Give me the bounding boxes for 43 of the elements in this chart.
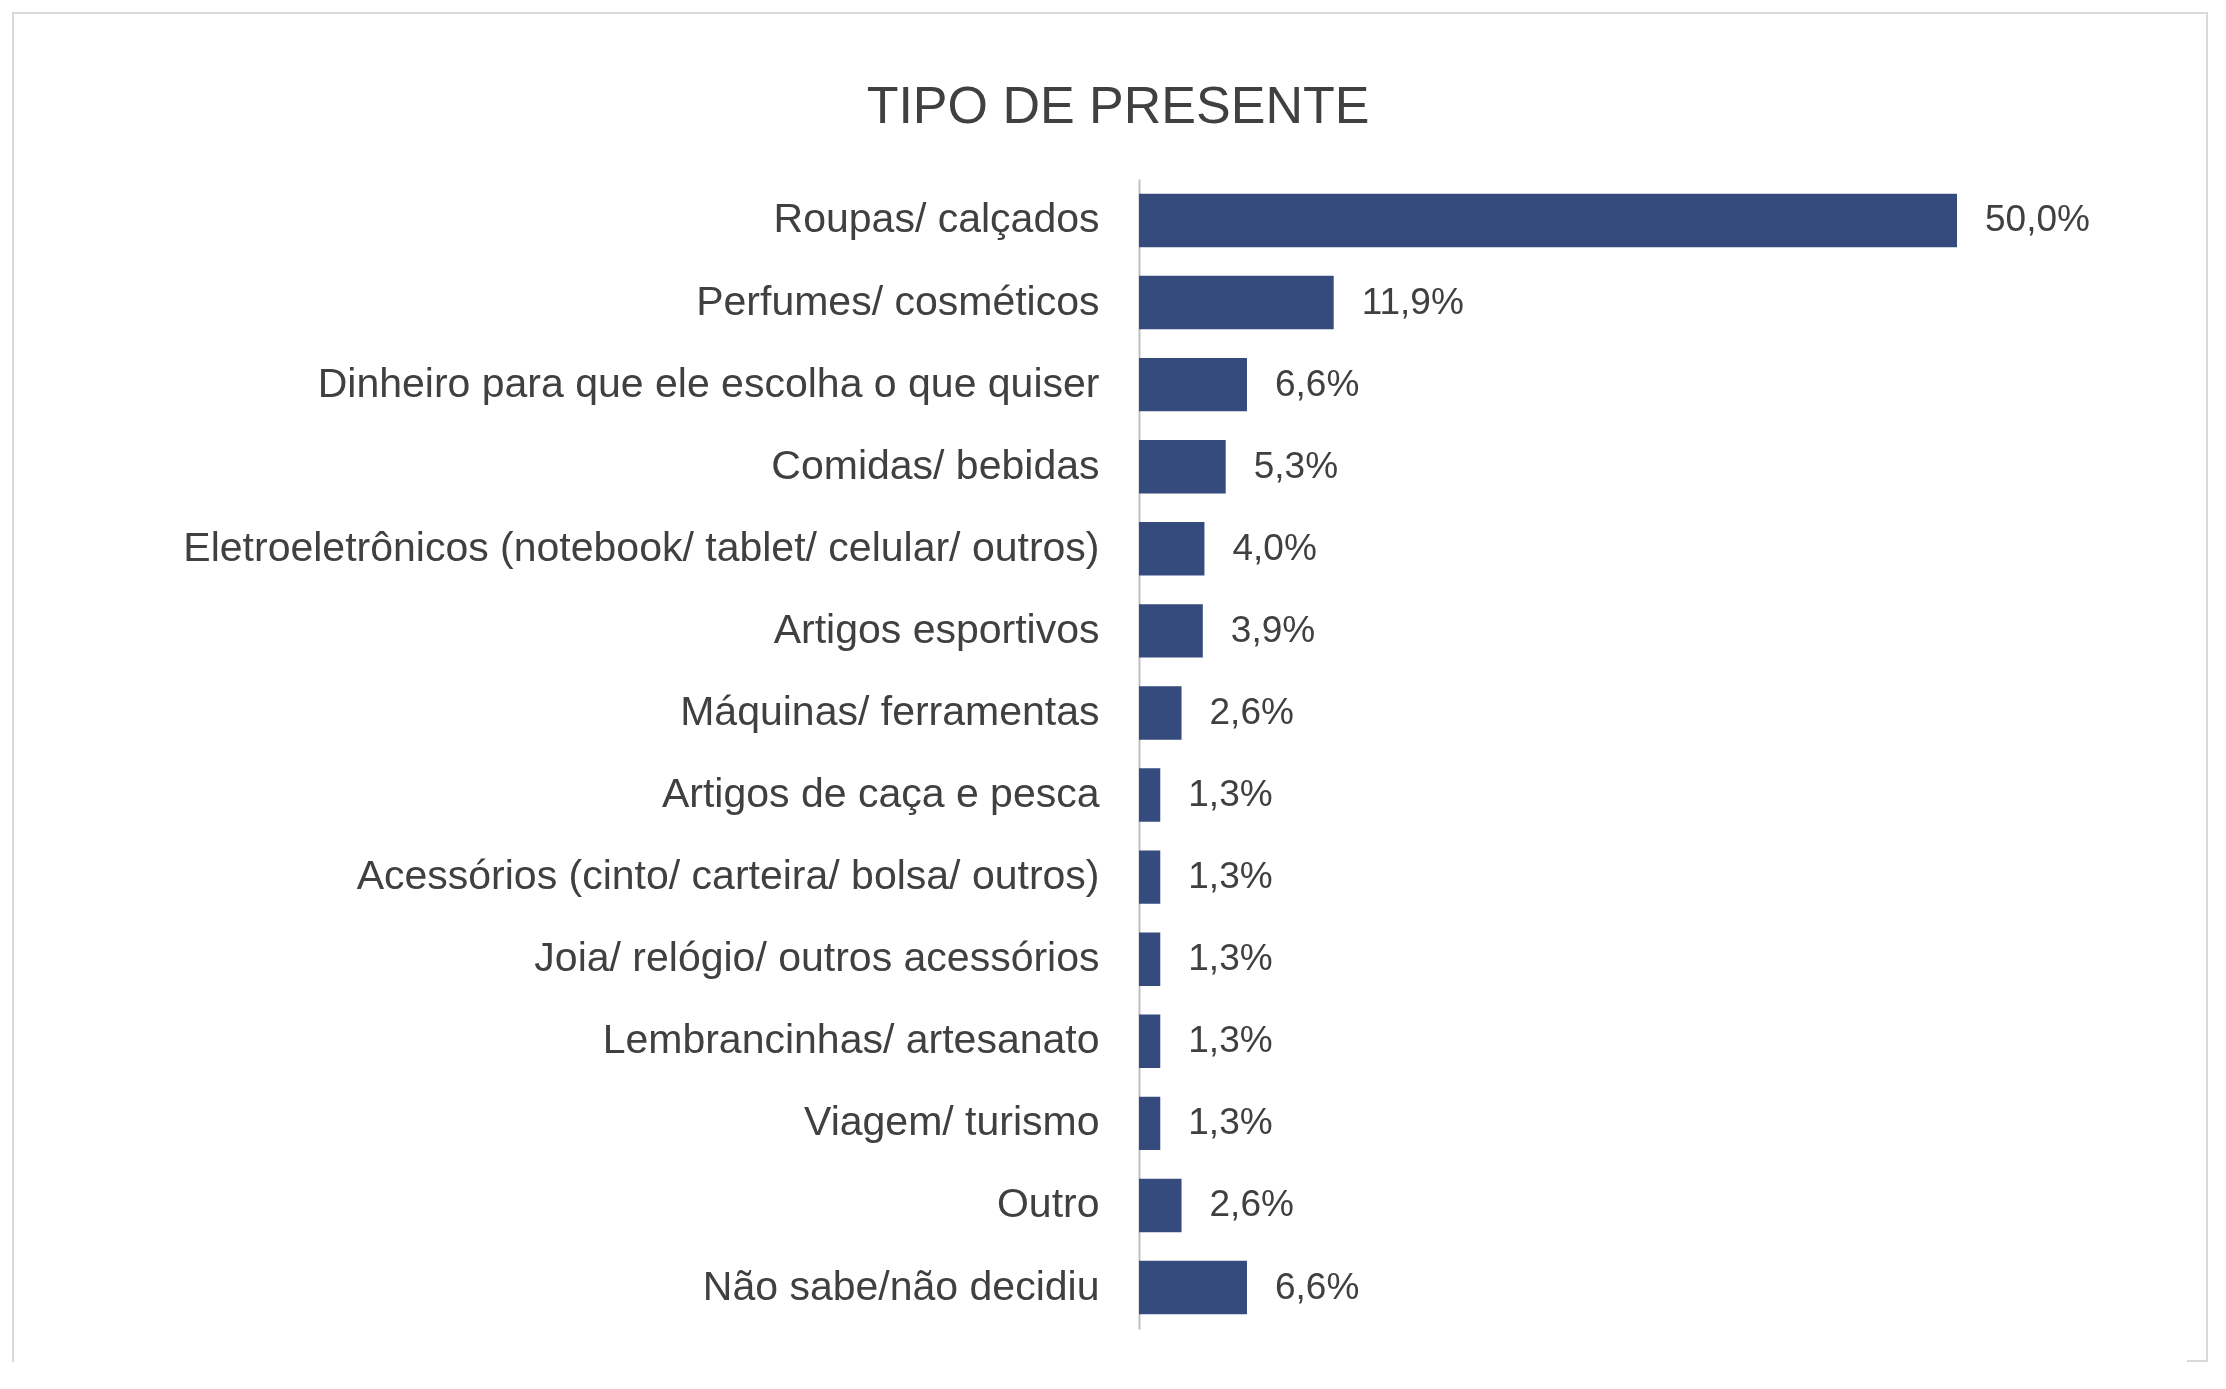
data-label: 11,9%	[1361, 280, 1464, 322]
y-tick-label: Viagem/ turismo	[804, 1098, 1100, 1145]
data-label: 2,6%	[1209, 690, 1294, 732]
y-tick-label: Dinheiro para que ele escolha o que quiser	[317, 359, 1100, 406]
y-tick-label: Máquinas/ ferramentas	[680, 687, 1100, 734]
bar	[1139, 686, 1182, 740]
bar	[1139, 193, 1957, 248]
bar	[1139, 604, 1203, 658]
y-tick-label: Acessórios (cinto/ carteira/ bolsa/ outros)	[356, 852, 1100, 899]
chart-title: TIPO DE PRESENTE	[866, 76, 1370, 134]
data-label: 1,3%	[1188, 1101, 1273, 1143]
y-tick-label: Comidas/ bebidas	[771, 441, 1100, 488]
data-label: 3,9%	[1230, 608, 1316, 650]
data-label: 1,3%	[1188, 1019, 1273, 1061]
bar	[1139, 1096, 1161, 1151]
bar	[1139, 768, 1161, 822]
bar	[1139, 1260, 1247, 1315]
data-label: 5,3%	[1253, 444, 1339, 486]
y-tick-label: Não sabe/não decidiu	[702, 1262, 1100, 1309]
y-tick-label: Joia/ relógio/ outros acessórios	[534, 934, 1100, 981]
data-label: 1,3%	[1188, 855, 1273, 897]
bar	[1139, 522, 1205, 576]
data-label: 1,3%	[1188, 937, 1273, 979]
y-tick-label: Roupas/ calçados	[773, 195, 1100, 242]
data-label: 6,6%	[1274, 362, 1360, 404]
data-label: 2,6%	[1209, 1183, 1294, 1225]
bar	[1139, 932, 1161, 986]
y-tick-label: Eletroeletrônicos (notebook/ tablet/ celular/ outros)	[183, 523, 1100, 570]
data-label: 50,0%	[1985, 198, 2090, 240]
data-label: 1,3%	[1188, 773, 1273, 815]
bar	[1139, 1178, 1182, 1233]
data-label: 6,6%	[1274, 1265, 1360, 1307]
y-tick-label: Lembrancinhas/ artesanato	[602, 1016, 1100, 1063]
y-tick-label: Perfumes/ cosméticos	[696, 277, 1100, 324]
bar	[1139, 357, 1247, 412]
bar	[1139, 440, 1226, 494]
bar	[1139, 1014, 1161, 1068]
bar	[1139, 850, 1161, 904]
y-tick-label: Artigos esportivos	[773, 605, 1100, 652]
data-label: 4,0%	[1232, 526, 1317, 568]
bar	[1139, 275, 1334, 330]
y-tick-label: Artigos de caça e pesca	[661, 770, 1100, 817]
y-tick-label: Outro	[996, 1180, 1100, 1227]
